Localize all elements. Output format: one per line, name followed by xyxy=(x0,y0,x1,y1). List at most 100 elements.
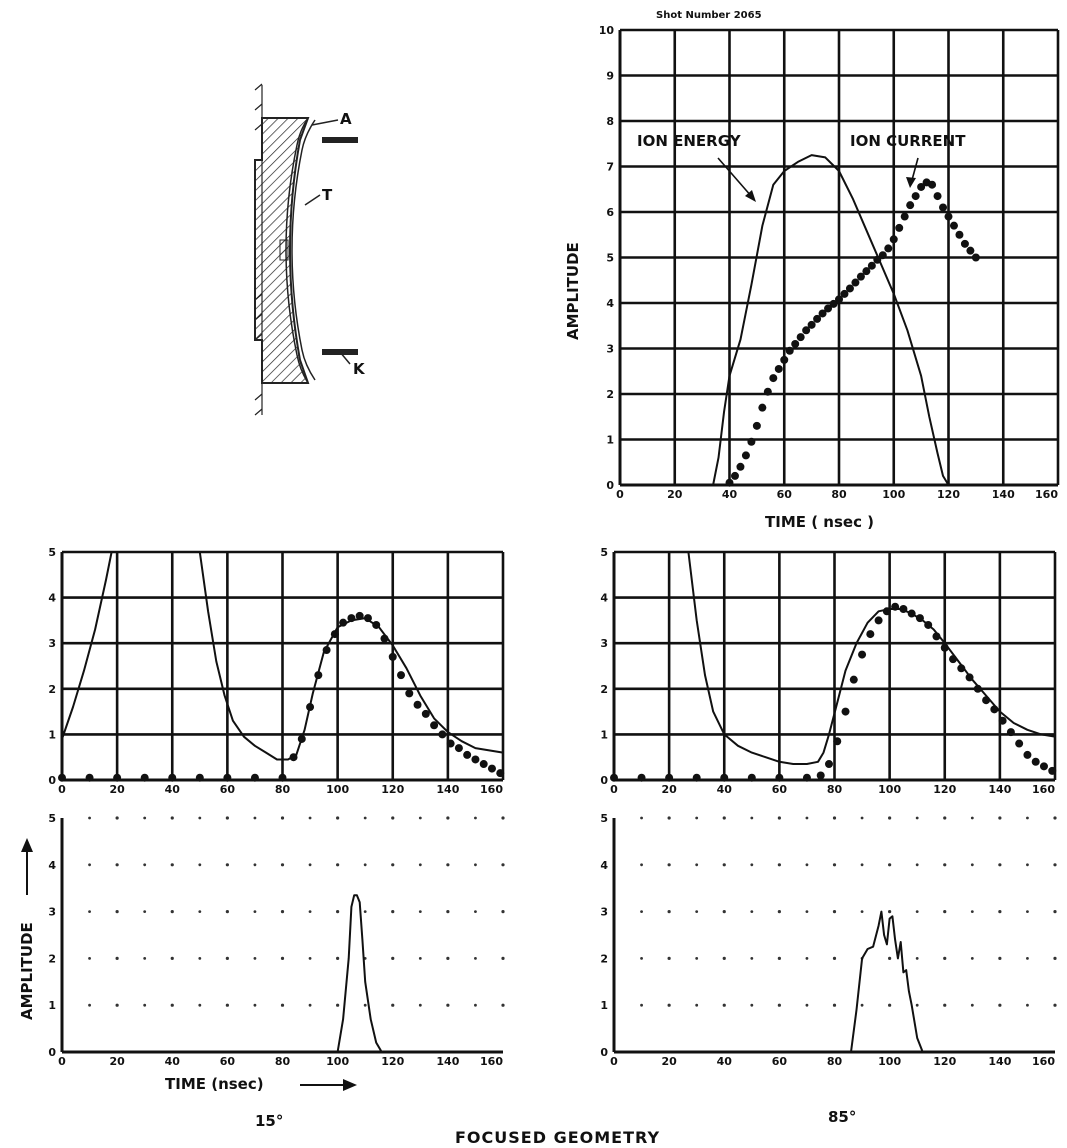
right-mid-y-tick-label: 5 xyxy=(600,546,608,559)
left-mid-series-point xyxy=(388,652,397,661)
right-bottom-grid-dot xyxy=(777,910,781,914)
left-bottom-grid-dot xyxy=(391,1003,395,1007)
left-bottom-grid-dot xyxy=(253,1003,257,1007)
right-mid-x-tick-label: 100 xyxy=(878,783,901,796)
left-bottom-grid-dot xyxy=(253,816,257,820)
left-mid-series-point xyxy=(314,671,323,680)
top-series-point xyxy=(818,309,827,318)
left-mid-x-tick-label: 40 xyxy=(165,783,181,796)
left-bottom-grid-dot xyxy=(225,1003,229,1007)
right-mid-series-point xyxy=(1006,728,1015,737)
right-mid-series-point xyxy=(665,773,674,782)
top-series-point xyxy=(796,333,805,342)
right-mid-x-tick-label: 80 xyxy=(827,783,843,796)
right-bottom-grid-dot xyxy=(695,863,699,867)
right-bottom-grid-dot xyxy=(998,910,1002,914)
bottom-xlabel: TIME (nsec) xyxy=(165,1075,264,1093)
left-bottom-grid-dot xyxy=(88,863,91,867)
right-mid-y-tick-label: 0 xyxy=(600,774,608,787)
left-mid-series-point xyxy=(397,671,406,680)
left-mid-series-point xyxy=(355,611,364,620)
top-x-tick-label: 120 xyxy=(937,488,960,501)
right-bottom-y-tick-label: 4 xyxy=(600,859,608,872)
top-series-line xyxy=(620,154,1058,486)
left-mid-series-point xyxy=(463,750,472,759)
right-bottom-x-tick-label: 120 xyxy=(933,1055,956,1068)
left-mid-series-point xyxy=(380,634,389,643)
right-bottom-grid-dot xyxy=(860,863,864,867)
left-bottom-x-tick-label: 80 xyxy=(275,1055,291,1068)
right-bottom-grid-dot xyxy=(1026,863,1029,867)
left-mid-x-tick-label: 80 xyxy=(275,783,291,796)
left-bottom-grid-dot xyxy=(363,1003,367,1007)
left-mid-series-point xyxy=(168,773,177,782)
right-bottom-grid-dot xyxy=(943,816,947,820)
left-bottom-y-tick-label: 5 xyxy=(48,812,56,825)
right-bottom-grid-dot xyxy=(640,910,643,913)
left-mid-series-point xyxy=(306,703,315,712)
left-mid-series-point xyxy=(297,734,306,743)
right-bottom-grid-dot xyxy=(888,910,892,914)
left-bottom-grid-dot xyxy=(308,1003,312,1007)
top-series-point xyxy=(741,451,750,460)
top-y-tick-label: 4 xyxy=(606,297,614,310)
left-bottom-grid-dot xyxy=(198,957,202,960)
left-bottom-grid-dot xyxy=(308,863,312,867)
right-bottom-grid-dot xyxy=(1053,910,1057,914)
right-bottom-grid-dot xyxy=(915,863,919,867)
top-series-point xyxy=(845,284,854,293)
top-series-point xyxy=(813,314,822,323)
right-mid-y-tick-label: 3 xyxy=(600,637,608,650)
right-mid-x-tick-label: 140 xyxy=(988,783,1011,796)
right-mid-series-point xyxy=(720,773,729,782)
right-bottom-grid-dot xyxy=(695,957,699,960)
left-mid-series-point xyxy=(289,753,298,762)
right-middle-chart-panel: 0 20 40 60 80 100 120 140 160 0 1 2 3 4 5 xyxy=(600,546,1057,796)
right-bottom-grid-dot xyxy=(640,957,643,960)
left-mid-y-tick-label: 0 xyxy=(48,774,56,787)
left-bottom-grid-dot xyxy=(88,1003,91,1007)
top-series-point xyxy=(917,182,926,191)
top-y-tick-label: 3 xyxy=(606,343,614,356)
left-bottom-grid-dot xyxy=(280,956,285,961)
top-series-point xyxy=(807,320,816,329)
right-bottom-grid-dot xyxy=(722,956,726,961)
right-bottom-x-tick-label: 20 xyxy=(661,1055,677,1068)
right-bottom-grid-dot xyxy=(1026,1003,1029,1007)
right-mid-series-point xyxy=(802,773,811,782)
right-bottom-grid-dot xyxy=(722,863,726,867)
top-series-point xyxy=(895,223,904,232)
right-bottom-x-tick-label: 100 xyxy=(878,1055,901,1068)
right-bottom-grid-dot xyxy=(805,957,809,960)
top-y-tick-label: 10 xyxy=(599,24,615,37)
left-bottom-grid-dot xyxy=(88,910,91,913)
left-bottom-grid-dot xyxy=(170,956,174,961)
right-mid-series-point xyxy=(637,773,646,782)
right-bottom-grid-dot xyxy=(998,956,1002,961)
left-mid-y-tick-label: 2 xyxy=(48,683,56,696)
right-bottom-grid-dot xyxy=(970,957,974,960)
left-bottom-grid-dot xyxy=(115,816,119,820)
right-bottom-grid-dot xyxy=(832,863,837,867)
right-mid-x-tick-label: 160 xyxy=(1032,783,1055,796)
left-bottom-grid-dot xyxy=(115,956,119,961)
left-bottom-grid-dot xyxy=(170,910,174,914)
left-mid-series-point xyxy=(430,721,439,730)
right-bottom-grid-dot xyxy=(777,816,781,820)
left-bottom-grid-dot xyxy=(501,863,505,867)
right-mid-series-point xyxy=(907,609,916,618)
left-bottom-grid-dot xyxy=(170,863,174,867)
left-bottom-grid-dot xyxy=(308,957,312,960)
right-mid-series-point xyxy=(932,632,941,641)
right-mid-y-tick-label: 4 xyxy=(600,592,608,605)
right-bottom-grid-dot xyxy=(777,863,781,867)
right-mid-series-point xyxy=(965,673,974,682)
right-bottom-grid-dot xyxy=(888,956,892,961)
top-x-tick-label: 40 xyxy=(722,488,738,501)
right-bottom-grid-dot xyxy=(805,816,809,820)
top-x-tick-label: 0 xyxy=(616,488,624,501)
left-bottom-grid-dot xyxy=(253,910,257,913)
right-bottom-grid-dot xyxy=(915,816,919,820)
left-bottom-grid-dot xyxy=(143,910,147,913)
annotation-arrows xyxy=(717,157,919,202)
